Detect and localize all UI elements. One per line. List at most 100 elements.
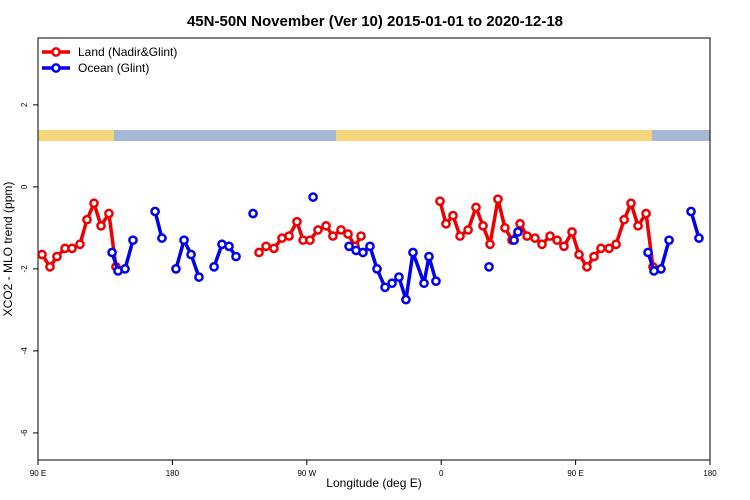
data-point (150, 206, 160, 217)
legend-label: Land (Nadir&Glint) (78, 45, 177, 59)
data-point (686, 206, 696, 217)
chart-title: 45N-50N November (Ver 10) 2015-01-01 to … (187, 13, 563, 30)
data-point (626, 198, 636, 209)
legend: Land (Nadir&Glint) Ocean (Glint) (42, 45, 177, 75)
data-point (611, 239, 621, 250)
data-point (574, 249, 584, 260)
data-point (321, 220, 331, 231)
data-point (365, 241, 375, 252)
map-ocean (652, 130, 710, 141)
data-point (448, 210, 458, 221)
data-point (478, 220, 488, 231)
data-point (455, 231, 465, 241)
data-point (194, 272, 204, 282)
data-point (530, 233, 540, 243)
data-point (408, 247, 418, 258)
data-point (343, 229, 353, 239)
data-point (209, 261, 219, 272)
y-tick-label: 2 (20, 102, 29, 107)
y-axis-label: XCO2 - MLO trend (ppm) (1, 182, 15, 317)
data-point (356, 231, 366, 241)
data-point (643, 247, 653, 258)
data-point (37, 249, 47, 260)
data-point (435, 196, 445, 207)
data-point (545, 231, 555, 241)
data-point (224, 241, 234, 252)
data-point (582, 261, 592, 272)
y-tick-label: -4 (20, 347, 29, 355)
x-tick-label: 90 W (297, 469, 316, 478)
map-land (38, 130, 114, 141)
data-point (372, 264, 382, 274)
data-point (394, 272, 404, 282)
data-point (641, 208, 651, 219)
data-point (604, 243, 614, 254)
data-point (248, 208, 258, 219)
x-tick-label: 180 (166, 469, 180, 478)
data-point (231, 251, 241, 262)
data-point (45, 261, 55, 272)
data-point (441, 218, 451, 229)
x-tick-label: 0 (439, 469, 444, 478)
data-point (358, 247, 368, 258)
data-point (313, 225, 323, 235)
data-point (380, 282, 390, 293)
data-point (515, 218, 525, 229)
data-point (186, 249, 196, 260)
data-point (387, 278, 397, 289)
data-point (104, 208, 114, 219)
map-land (336, 130, 652, 141)
y-tick-label: -2 (20, 265, 29, 273)
data-point (292, 216, 302, 227)
data-point (344, 241, 354, 252)
data-point (269, 243, 279, 254)
series-line (110, 210, 701, 302)
data-point (656, 264, 666, 274)
legend-marker (51, 47, 61, 57)
data-point (82, 214, 92, 225)
data-point (128, 235, 138, 246)
data-point (67, 243, 77, 254)
data-point (419, 278, 429, 289)
x-tick-label: 90 E (30, 469, 46, 478)
y-tick-label: 0 (20, 184, 29, 189)
y-tick-label: -6 (20, 429, 29, 437)
legend-marker (51, 63, 61, 73)
data-point (694, 233, 704, 243)
data-point (171, 264, 181, 274)
data-point (254, 247, 264, 258)
data-point (500, 223, 510, 233)
map-ocean (114, 130, 336, 141)
data-point (431, 276, 441, 287)
plot-frame (37, 37, 711, 461)
data-point (328, 231, 338, 241)
data-point (463, 225, 473, 235)
data-point (471, 202, 481, 213)
data-point (52, 251, 62, 262)
data-point (89, 198, 99, 209)
data-point (336, 225, 346, 235)
data-point (424, 251, 434, 262)
data-point (308, 192, 318, 202)
data-point (596, 243, 606, 254)
data-point (107, 247, 117, 258)
data-point (493, 194, 503, 205)
data-point (589, 251, 599, 262)
world-map-band (38, 130, 710, 141)
data-point (179, 235, 189, 246)
x-tick-label: 180 (703, 469, 717, 478)
x-axis-label: Longitude (deg E) (326, 476, 421, 490)
data-point (552, 235, 562, 246)
data-point (484, 261, 494, 272)
data-point (522, 231, 532, 241)
data-point (75, 239, 85, 250)
data-point (537, 239, 547, 250)
data-point (305, 235, 315, 246)
data-point (567, 227, 577, 237)
data-point (619, 214, 629, 225)
data-point (559, 241, 569, 252)
data-point (96, 220, 106, 231)
data-point (261, 241, 271, 252)
data-point (485, 239, 495, 250)
